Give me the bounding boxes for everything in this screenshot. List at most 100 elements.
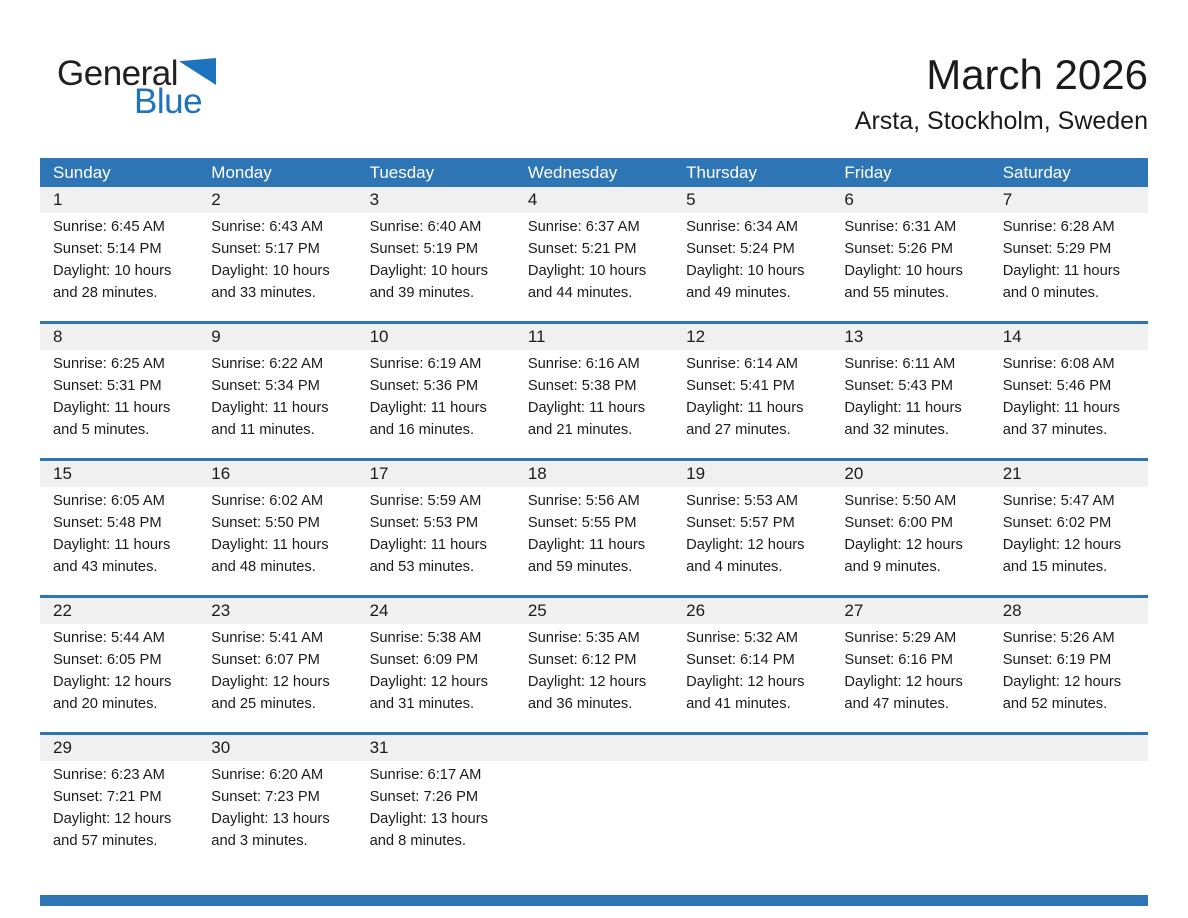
day-cells: Sunrise: 6:45 AM Sunset: 5:14 PM Daylight:… [40, 213, 1148, 321]
daylight-text: Daylight: 11 hours [844, 400, 962, 416]
daylight-text: and 52 minutes. [1002, 696, 1108, 712]
calendar-header: March 2026 Arsta, Stockholm, Sweden [855, 51, 1148, 136]
day-cell: Sunrise: 6:22 AM Sunset: 5:34 PM Daylight:… [198, 350, 356, 458]
day-cells: Sunrise: 6:25 AM Sunset: 5:31 PM Daylight:… [40, 350, 1148, 458]
daylight-text: Daylight: 11 hours [53, 537, 171, 553]
week-row: 8 9 10 11 12 13 14 Sunrise: 6:25 AM Sunset: 5:31… [40, 321, 1148, 458]
daylight-text: Daylight: 10 hours [53, 263, 172, 279]
sunrise-text: Sunrise: 6:16 AM [527, 356, 640, 372]
daylight-text: Daylight: 12 hours [844, 674, 963, 690]
daylight-text: and 9 minutes. [844, 559, 941, 575]
sunrise-text: Sunrise: 6:02 AM [211, 493, 324, 509]
sunrise-text: Sunrise: 6:43 AM [211, 219, 324, 235]
daylight-text: Daylight: 12 hours [1002, 537, 1122, 553]
sunrise-text: Sunrise: 6:25 AM [53, 356, 165, 372]
date-band: 8 9 10 11 12 13 14 [40, 324, 1148, 350]
logo-text-general: General [57, 54, 179, 93]
week-row: 29 30 31 Sunrise: 6:23 AM Sunset: 7:21 PM Day… [40, 732, 1148, 895]
daylight-text: Daylight: 11 hours [211, 400, 329, 416]
date-number: 26 [686, 601, 706, 620]
sunset-text: Sunset: 5:26 PM [844, 241, 954, 257]
weekday-header-row: Sunday Monday Tuesday Wednesday Thursday Frid… [40, 158, 1148, 187]
weekday-label: Thursday [686, 162, 758, 182]
daylight-text: and 16 minutes. [369, 422, 475, 438]
sunrise-text: Sunrise: 6:08 AM [1002, 356, 1115, 372]
sunrise-text: Sunrise: 6:34 AM [686, 219, 798, 235]
date-number: 19 [686, 464, 706, 483]
day-cells: Sunrise: 6:23 AM Sunset: 7:21 PM Daylight:… [40, 761, 1148, 895]
date-number: 11 [527, 327, 546, 346]
daylight-text: and 28 minutes. [53, 285, 158, 301]
sunrise-text: Sunrise: 6:40 AM [369, 219, 482, 235]
date-number: 12 [686, 327, 706, 346]
date-number: 3 [369, 190, 380, 209]
date-number: 20 [844, 464, 864, 483]
day-cell: Sunrise: 5:29 AM Sunset: 6:16 PM Daylight:… [831, 624, 989, 732]
empty-day-cell [831, 761, 989, 895]
daylight-text: and 8 minutes. [369, 833, 466, 849]
sunrise-text: Sunrise: 5:29 AM [844, 630, 957, 646]
daylight-text: Daylight: 11 hours [369, 537, 487, 553]
date-band: 1 2 3 4 5 6 7 [40, 187, 1148, 213]
daylight-text: Daylight: 10 hours [211, 263, 330, 279]
daylight-text: and 41 minutes. [686, 696, 791, 712]
sunset-text: Sunset: 6:09 PM [369, 652, 479, 668]
daylight-text: Daylight: 10 hours [369, 263, 488, 279]
date-number: 8 [53, 327, 63, 346]
daylight-text: and 36 minutes. [527, 696, 633, 712]
weekday-label: Friday [844, 162, 892, 182]
sunrise-text: Sunrise: 6:11 AM [844, 356, 956, 372]
date-number: 18 [527, 464, 547, 483]
daylight-text: Daylight: 11 hours [53, 400, 171, 416]
sunset-text: Sunset: 5:46 PM [1002, 378, 1112, 394]
sunrise-text: Sunrise: 5:35 AM [527, 630, 640, 646]
sunrise-text: Sunrise: 5:53 AM [686, 493, 798, 509]
sunrise-text: Sunrise: 5:47 AM [1002, 493, 1115, 509]
daylight-text: and 32 minutes. [844, 422, 949, 438]
sunrise-text: Sunrise: 6:45 AM [53, 219, 165, 235]
daylight-text: Daylight: 12 hours [686, 674, 805, 690]
logo-text-blue: Blue [134, 82, 203, 121]
day-cell: Sunrise: 5:47 AM Sunset: 6:02 PM Daylight:… [990, 487, 1148, 595]
daylight-text: Daylight: 13 hours [369, 811, 488, 827]
day-cell: Sunrise: 6:23 AM Sunset: 7:21 PM Daylight:… [40, 761, 198, 895]
sunset-text: Sunset: 6:16 PM [844, 652, 954, 668]
sunrise-text: Sunrise: 6:22 AM [211, 356, 324, 372]
daylight-text: Daylight: 11 hours [1002, 263, 1120, 279]
sunset-text: Sunset: 5:34 PM [211, 378, 320, 394]
daylight-text: Daylight: 11 hours [686, 400, 804, 416]
sunset-text: Sunset: 5:31 PM [53, 378, 162, 394]
sunset-text: Sunset: 6:02 PM [1002, 515, 1112, 531]
day-cell: Sunrise: 5:38 AM Sunset: 6:09 PM Daylight:… [357, 624, 515, 732]
daylight-text: and 49 minutes. [686, 285, 791, 301]
daylight-text: and 11 minutes. [211, 422, 315, 438]
daylight-text: Daylight: 12 hours [53, 674, 172, 690]
sunset-text: Sunset: 6:00 PM [844, 515, 954, 531]
daylight-text: Daylight: 12 hours [369, 674, 488, 690]
date-number: 15 [53, 464, 72, 483]
daylight-text: Daylight: 12 hours [211, 674, 330, 690]
sunset-text: Sunset: 7:26 PM [369, 789, 479, 805]
sunset-text: Sunset: 5:19 PM [369, 241, 479, 257]
sunset-text: Sunset: 7:21 PM [53, 789, 162, 805]
sunset-text: Sunset: 6:07 PM [211, 652, 320, 668]
sunset-text: Sunset: 5:48 PM [53, 515, 162, 531]
date-number: 29 [53, 738, 72, 757]
daylight-text: Daylight: 12 hours [1002, 674, 1122, 690]
day-cell: Sunrise: 6:43 AM Sunset: 5:17 PM Daylight:… [198, 213, 356, 321]
daylight-text: Daylight: 11 hours [1002, 400, 1120, 416]
empty-day-cell [990, 761, 1148, 895]
weekday-label: Sunday [53, 162, 111, 182]
daylight-text: Daylight: 11 hours [369, 400, 487, 416]
day-cell: Sunrise: 5:59 AM Sunset: 5:53 PM Daylight:… [357, 487, 515, 595]
day-cell: Sunrise: 6:05 AM Sunset: 5:48 PM Daylight:… [40, 487, 198, 595]
day-cell: Sunrise: 5:50 AM Sunset: 6:00 PM Daylight:… [831, 487, 989, 595]
date-number: 1 [53, 190, 63, 209]
sunrise-text: Sunrise: 6:19 AM [369, 356, 482, 372]
empty-day-cell [673, 761, 831, 895]
daylight-text: and 3 minutes. [211, 833, 308, 849]
general-blue-logo: General Blue [57, 54, 217, 121]
daylight-text: and 20 minutes. [53, 696, 158, 712]
week-row: 15 16 17 18 19 20 21 Sunrise: 6:05 AM Sunset: 5:… [40, 458, 1148, 595]
blue-triangle-icon [179, 58, 217, 85]
